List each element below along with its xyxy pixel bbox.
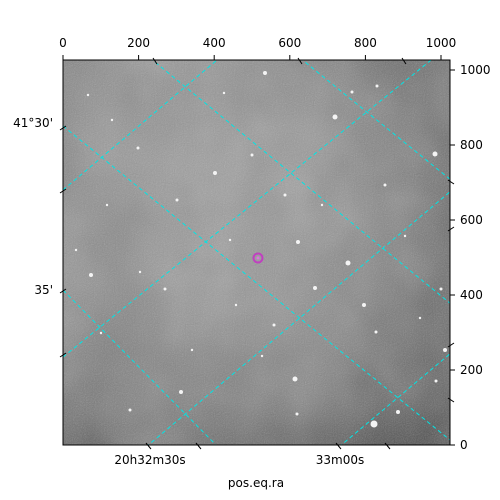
wcs-tick-mark bbox=[297, 57, 303, 65]
wcs-tick-mark bbox=[447, 397, 455, 403]
star-icon bbox=[263, 71, 267, 75]
grid-line bbox=[63, 289, 217, 445]
star-icon bbox=[362, 303, 366, 307]
star-field bbox=[74, 71, 447, 428]
star-icon bbox=[383, 183, 387, 187]
star-icon bbox=[260, 354, 264, 358]
wcs-tick-mark bbox=[335, 442, 342, 450]
axis-ticks bbox=[59, 55, 455, 450]
star-icon bbox=[250, 153, 254, 157]
star-icon bbox=[136, 146, 140, 150]
target-marker-icon bbox=[252, 252, 264, 264]
wcs-tick-mark bbox=[447, 179, 455, 185]
top-axis: 0 200 400 600 800 1000 bbox=[59, 36, 456, 50]
star-icon bbox=[313, 286, 317, 290]
star-icon bbox=[163, 287, 167, 291]
top-tick-label: 600 bbox=[278, 36, 301, 50]
bottom-axis: 20h32m30s 33m00s pos.eq.ra bbox=[114, 453, 364, 490]
sky-image bbox=[63, 60, 450, 445]
star-icon bbox=[434, 379, 438, 383]
top-tick-label: 800 bbox=[354, 36, 377, 50]
wcs-tick-mark bbox=[59, 352, 67, 358]
right-tick-label: 800 bbox=[460, 138, 483, 152]
grid-line bbox=[147, 191, 450, 445]
top-tick-label: 200 bbox=[127, 36, 150, 50]
star-icon bbox=[375, 84, 379, 88]
star-icon bbox=[320, 203, 324, 207]
grid-line bbox=[151, 60, 450, 304]
star-icon bbox=[295, 412, 299, 416]
star-icon bbox=[74, 248, 78, 252]
star-icon bbox=[292, 376, 298, 382]
grid-line bbox=[301, 60, 450, 180]
star-icon bbox=[345, 260, 351, 266]
ra-tick-label: 33m00s bbox=[316, 453, 364, 467]
right-tick-label: 200 bbox=[460, 363, 483, 377]
wcs-tick-mark bbox=[384, 442, 391, 450]
star-icon bbox=[396, 410, 400, 414]
dec-tick-label: 41°30' bbox=[13, 116, 53, 130]
grid-line bbox=[63, 125, 450, 441]
star-icon bbox=[370, 420, 378, 428]
star-icon bbox=[228, 238, 232, 242]
star-icon bbox=[222, 91, 226, 95]
star-icon bbox=[350, 90, 354, 94]
ra-tick-label: 20h32m30s bbox=[114, 453, 185, 467]
star-icon bbox=[105, 203, 109, 207]
right-axis: 0 200 400 600 800 1000 bbox=[460, 63, 491, 452]
wcs-tick-mark bbox=[195, 442, 202, 450]
top-tick-label: 400 bbox=[203, 36, 226, 50]
top-tick-label: 0 bbox=[59, 36, 67, 50]
star-icon bbox=[283, 193, 287, 197]
left-axis: 41°30' 35' bbox=[13, 116, 53, 297]
star-icon bbox=[110, 118, 114, 122]
wcs-tick-mark bbox=[59, 288, 67, 294]
wcs-tick-mark bbox=[59, 188, 67, 194]
right-tick-label: 1000 bbox=[460, 63, 491, 77]
star-icon bbox=[374, 330, 378, 334]
star-icon bbox=[138, 270, 142, 274]
star-icon bbox=[296, 240, 300, 244]
right-tick-label: 600 bbox=[460, 213, 483, 227]
wcs-tick-mark bbox=[447, 226, 455, 232]
dec-tick-label: 35' bbox=[34, 283, 53, 297]
wcs-tick-mark bbox=[401, 57, 407, 65]
star-icon bbox=[272, 323, 276, 327]
coordinate-grid bbox=[63, 60, 450, 445]
wcs-tick-mark bbox=[447, 342, 455, 348]
right-tick-label: 0 bbox=[460, 438, 468, 452]
wcs-tick-mark bbox=[145, 442, 152, 450]
star-icon bbox=[99, 331, 103, 335]
star-icon bbox=[418, 316, 422, 320]
wcs-tick-mark bbox=[59, 125, 67, 131]
star-icon bbox=[128, 408, 132, 412]
star-icon bbox=[89, 273, 93, 277]
star-icon bbox=[190, 348, 194, 352]
x-axis-label: pos.eq.ra bbox=[228, 476, 284, 490]
star-icon bbox=[439, 287, 443, 291]
image-frame bbox=[62, 59, 451, 446]
grid-line bbox=[63, 60, 218, 191]
star-icon bbox=[179, 390, 183, 394]
grid-line bbox=[63, 60, 432, 358]
right-tick-label: 400 bbox=[460, 288, 483, 302]
star-icon bbox=[443, 348, 447, 352]
star-icon bbox=[175, 198, 179, 202]
star-icon bbox=[403, 234, 407, 238]
wcs-tick-mark bbox=[152, 57, 158, 65]
star-icon bbox=[86, 93, 90, 97]
star-icon bbox=[432, 151, 438, 157]
star-icon bbox=[332, 114, 338, 120]
star-icon bbox=[234, 303, 238, 307]
star-icon bbox=[213, 171, 217, 175]
top-tick-label: 1000 bbox=[426, 36, 457, 50]
grid-line bbox=[340, 353, 450, 445]
